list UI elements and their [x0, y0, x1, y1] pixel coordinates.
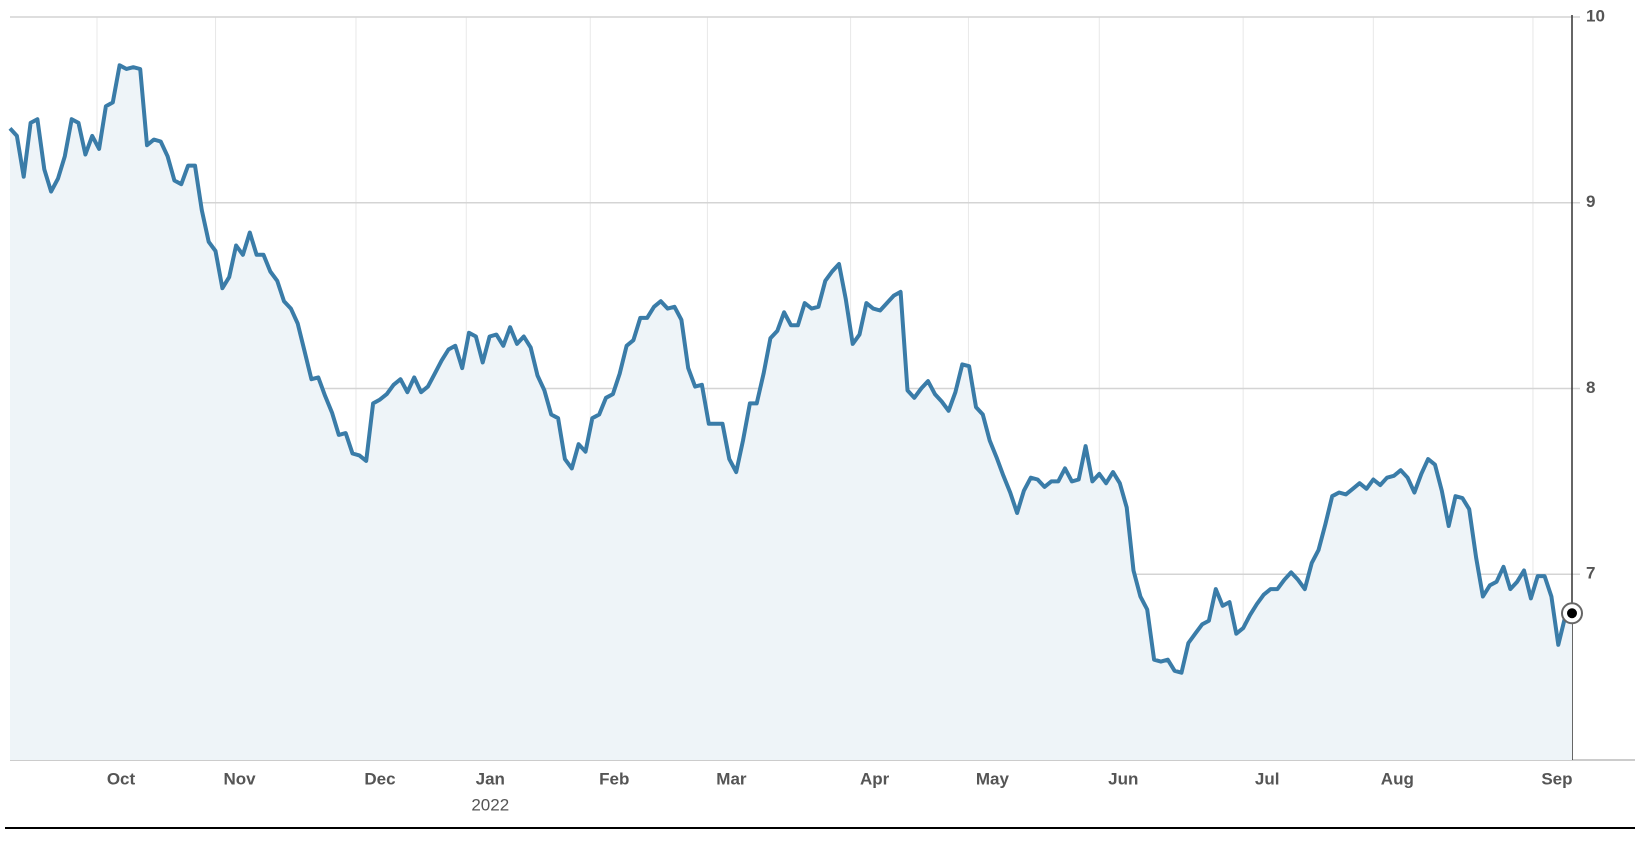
- y-tick-label: 8: [1586, 378, 1595, 397]
- x-tick-label: Mar: [716, 769, 747, 788]
- year-label: 2022: [471, 795, 509, 814]
- last-point-dot: [1567, 608, 1577, 619]
- x-tick-label: May: [976, 769, 1010, 788]
- x-tick-label: Jun: [1108, 769, 1138, 788]
- y-tick-label: 10: [1586, 6, 1605, 25]
- x-tick-label: Dec: [364, 769, 395, 788]
- x-tick-label: Jul: [1255, 769, 1280, 788]
- x-tick-label: Feb: [599, 769, 629, 788]
- x-tick-label: Oct: [107, 769, 136, 788]
- x-tick-label: Jan: [476, 769, 505, 788]
- y-tick-label: 7: [1586, 564, 1595, 583]
- x-tick-label: Apr: [860, 769, 890, 788]
- area: [10, 65, 1572, 761]
- x-tick-label: Aug: [1381, 769, 1414, 788]
- x-tick-label: Sep: [1541, 769, 1572, 788]
- x-tick-label: Nov: [223, 769, 256, 788]
- line: [8, 63, 1573, 675]
- y-tick-label: 9: [1586, 192, 1595, 211]
